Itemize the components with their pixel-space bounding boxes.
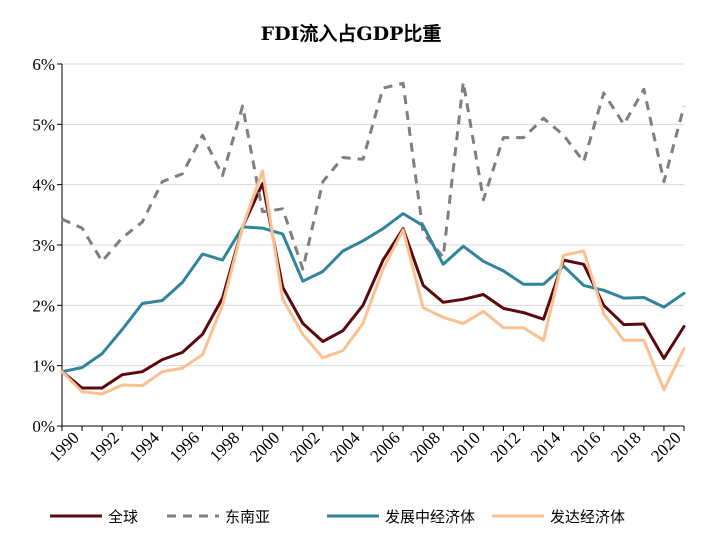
x-tick-label: 2012 — [487, 428, 524, 465]
series-line-1 — [61, 80, 686, 271]
y-tick-label: 1% — [32, 357, 55, 376]
y-tick-label: 2% — [32, 296, 55, 315]
x-tick-label: 2008 — [407, 428, 444, 465]
legend-label-1: 东南亚 — [225, 508, 270, 526]
y-tick-label: 3% — [32, 236, 55, 255]
x-tick-label: 2010 — [447, 428, 484, 465]
y-tick-label: 0% — [32, 417, 55, 436]
x-tick-label: 2016 — [567, 428, 604, 465]
legend-label-3: 发达经济体 — [550, 508, 625, 526]
x-tick-label: 1994 — [126, 428, 164, 466]
x-tick-label: 1996 — [166, 428, 203, 465]
chart-grid — [62, 63, 684, 427]
x-tick-label: 2004 — [326, 428, 364, 466]
x-tick-label: 2014 — [527, 428, 565, 466]
y-tick-label: 4% — [32, 176, 55, 195]
legend-label-2: 发展中经济体 — [385, 508, 475, 526]
x-tick-label: 2020 — [647, 428, 684, 465]
y-tick-label: 5% — [32, 115, 55, 134]
x-tick-label: 2006 — [366, 428, 403, 465]
x-tick-label: 2000 — [246, 428, 283, 465]
legend-label-0: 全球 — [108, 508, 138, 526]
x-tick-label: 2002 — [286, 428, 323, 465]
chart-legend: 全球 东南亚 发展中经济体 发达经济体 — [50, 508, 625, 526]
series-line-2 — [60, 212, 686, 374]
y-tick-label: 6% — [32, 55, 55, 74]
series-line-3 — [60, 169, 686, 396]
series-line-0 — [60, 182, 686, 390]
x-tick-label: 1992 — [86, 428, 123, 465]
chart-series — [60, 80, 686, 396]
chart-title: FDI流入占GDP比重 — [261, 22, 442, 45]
x-tick-label: 1998 — [206, 428, 243, 465]
x-tick-label: 2018 — [607, 428, 644, 465]
